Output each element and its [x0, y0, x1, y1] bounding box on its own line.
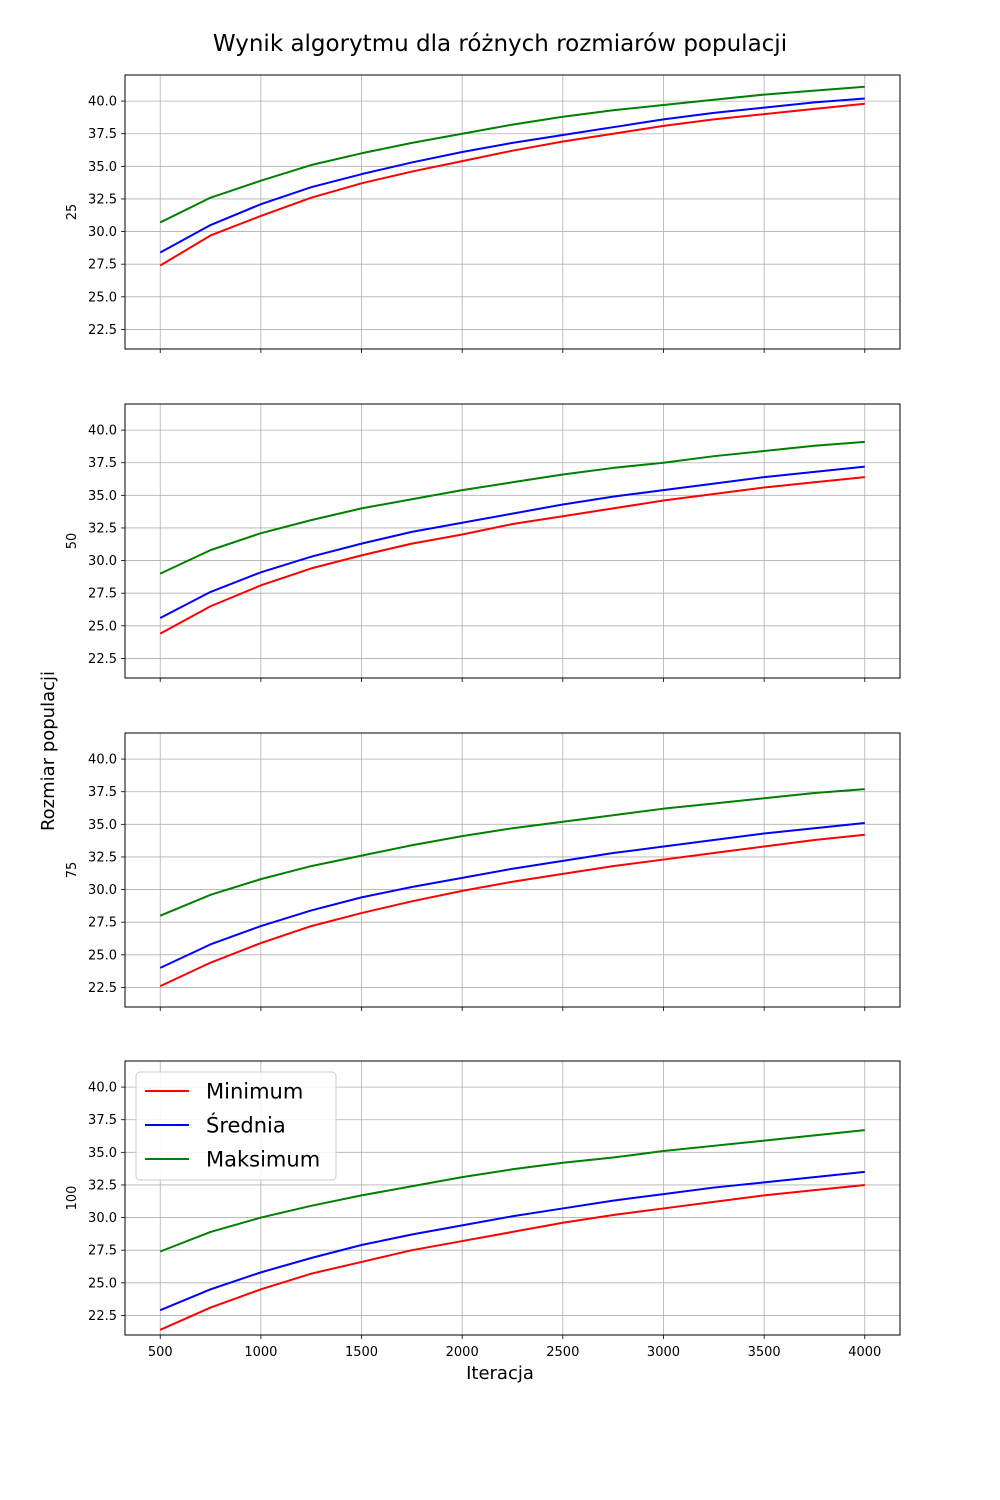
- x-axis-label: Iteracja: [466, 1363, 534, 1384]
- x-tick-label: 2500: [546, 1345, 579, 1360]
- subplot-label: 100: [65, 1186, 80, 1211]
- y-tick-label: 25.0: [88, 290, 117, 305]
- y-tick-label: 22.5: [88, 652, 117, 667]
- y-tick-label: 40.0: [88, 424, 117, 439]
- y-axis-label: Rozmiar populacji: [38, 671, 59, 831]
- y-tick-label: 40.0: [88, 95, 117, 110]
- y-tick-label: 32.5: [88, 850, 117, 865]
- y-tick-label: 30.0: [88, 225, 117, 240]
- x-tick-label: 1000: [244, 1345, 277, 1360]
- figure-title: Wynik algorytmu dla różnych rozmiarów po…: [213, 31, 787, 57]
- y-tick-label: 22.5: [88, 981, 117, 996]
- y-tick-label: 27.5: [88, 587, 117, 602]
- y-tick-label: 35.0: [88, 1146, 117, 1161]
- x-tick-label: 3500: [748, 1345, 781, 1360]
- x-tick-label: 500: [148, 1345, 173, 1360]
- y-tick-label: 27.5: [88, 258, 117, 273]
- y-tick-label: 35.0: [88, 818, 117, 833]
- y-tick-label: 22.5: [88, 323, 117, 338]
- subplot-label: 50: [65, 533, 80, 550]
- y-tick-label: 32.5: [88, 192, 117, 207]
- y-tick-label: 32.5: [88, 1178, 117, 1193]
- y-tick-label: 27.5: [88, 916, 117, 931]
- y-tick-label: 35.0: [88, 160, 117, 175]
- subplot-label: 25: [65, 204, 80, 221]
- y-tick-label: 37.5: [88, 1113, 117, 1128]
- legend-label: Maksimum: [206, 1148, 320, 1172]
- legend: Minimum Średnia Maksimum: [136, 1072, 336, 1180]
- y-tick-label: 30.0: [88, 883, 117, 898]
- y-tick-label: 32.5: [88, 521, 117, 536]
- y-tick-label: 25.0: [88, 948, 117, 963]
- y-tick-label: 37.5: [88, 785, 117, 800]
- y-tick-label: 27.5: [88, 1244, 117, 1259]
- y-tick-label: 25.0: [88, 619, 117, 634]
- subplot-label: 75: [65, 862, 80, 879]
- y-tick-label: 30.0: [88, 554, 117, 569]
- x-tick-label: 4000: [848, 1345, 881, 1360]
- x-tick-label: 1500: [345, 1345, 378, 1360]
- y-tick-label: 22.5: [88, 1309, 117, 1324]
- x-tick-label: 2000: [446, 1345, 479, 1360]
- y-tick-label: 35.0: [88, 489, 117, 504]
- y-tick-label: 30.0: [88, 1211, 117, 1226]
- y-tick-label: 40.0: [88, 1081, 117, 1096]
- y-tick-label: 40.0: [88, 753, 117, 768]
- legend-label: Minimum: [206, 1080, 303, 1104]
- x-tick-label: 3000: [647, 1345, 680, 1360]
- y-tick-label: 37.5: [88, 456, 117, 471]
- legend-label: Średnia: [206, 1113, 286, 1138]
- y-tick-label: 37.5: [88, 127, 117, 142]
- y-tick-label: 25.0: [88, 1276, 117, 1291]
